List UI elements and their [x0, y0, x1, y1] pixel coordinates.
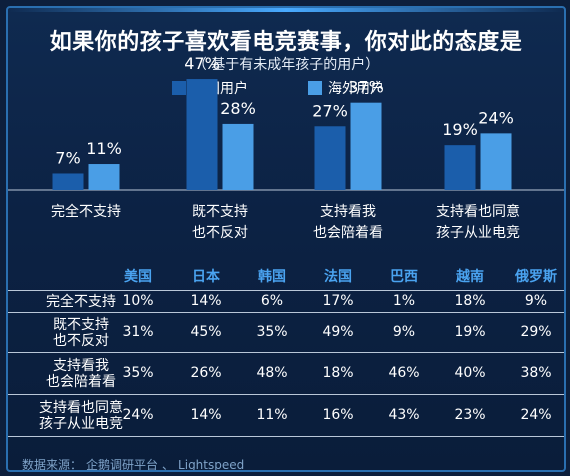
data-label-china-3: 19%	[442, 120, 478, 139]
source-prefix: 数据来源：	[22, 458, 83, 472]
table-cell: 40%	[454, 365, 486, 381]
table-cell: 35%	[256, 324, 288, 340]
table-cell: 9%	[524, 293, 548, 309]
category-label-2-line-0: 支持看我	[320, 204, 376, 220]
bar-china-2	[314, 126, 346, 190]
row-label-line: 完全不支持	[46, 294, 116, 310]
table-row: 支持看我 也会陪着看 35% 26% 48% 18% 46% 40% 38%	[8, 352, 564, 395]
table-cell: 38%	[520, 365, 552, 381]
category-label-3-line-1: 孩子从业电竞	[436, 224, 520, 241]
row-label-1: 既不支持 也不反对	[16, 317, 146, 349]
country-header-2: 韩国	[258, 269, 286, 285]
table-cell: 14%	[190, 407, 222, 423]
table-cell: 16%	[322, 407, 354, 423]
category-label-1-line-1: 也不反对	[192, 225, 248, 241]
row-label-line: 也不反对	[53, 333, 109, 349]
legend-swatch-china	[172, 81, 186, 95]
table-cell: 48%	[256, 365, 288, 381]
table-cell: 14%	[190, 293, 222, 309]
chart-title: 如果你的孩子喜欢看电竞赛事，你对此的态度是	[49, 30, 523, 55]
table-bottom-border	[8, 436, 564, 437]
table-cell: 49%	[322, 324, 354, 340]
table-cell: 18%	[322, 365, 354, 381]
table-cell: 43%	[388, 407, 420, 423]
country-header-6: 俄罗斯	[515, 269, 557, 285]
bar-china-1	[186, 79, 218, 190]
table-cell: 19%	[454, 324, 486, 340]
bar-overseas-1	[222, 123, 254, 190]
legend-label-overseas: 海外用户	[328, 81, 384, 97]
table-cell: 11%	[256, 407, 288, 423]
source-separator: 、	[162, 458, 175, 472]
data-label-overseas-2: 37%	[348, 78, 384, 97]
legend-swatch-overseas	[308, 81, 322, 95]
data-label-overseas-1: 28%	[220, 99, 256, 118]
bar-china-3	[444, 145, 476, 190]
data-label-china-1: 47%	[184, 54, 220, 73]
chart-frame: 如果你的孩子喜欢看电竞赛事，你对此的态度是 （ 基于有未成年孩子的用户） 中国用…	[6, 6, 566, 472]
category-label-3-line-0: 支持看也同意	[436, 203, 520, 220]
table-cell: 1%	[392, 293, 416, 309]
row-label-line: 既不支持	[53, 317, 109, 333]
country-header-4: 巴西	[390, 269, 418, 285]
source-name-2: Lightspeed	[178, 458, 245, 472]
table-cell: 6%	[260, 293, 284, 309]
table-cell: 10%	[122, 293, 154, 309]
row-label-0: 完全不支持	[16, 294, 146, 310]
country-header-3: 法国	[324, 269, 352, 285]
data-source: 数据来源： 企鹅调研平台、 Lightspeed	[22, 456, 248, 472]
country-header-1: 日本	[192, 269, 220, 285]
table-cell: 18%	[454, 293, 486, 309]
category-label-0-line-0: 完全不支持	[51, 203, 121, 220]
chart-subtitle: （ 基于有未成年孩子的用户）	[192, 57, 380, 73]
table-cell: 26%	[190, 365, 222, 381]
table-cell: 23%	[454, 407, 486, 423]
bar-overseas-0	[88, 164, 120, 190]
row-label-line: 也会陪着看	[46, 374, 116, 390]
table-cell: 46%	[388, 365, 420, 381]
bar-overseas-2	[350, 102, 382, 190]
row-label-2: 支持看我 也会陪着看	[16, 358, 146, 390]
category-label-2-line-1: 也会陪着看	[313, 225, 383, 241]
bar-overseas-3	[480, 133, 512, 190]
table-row: 完全不支持 10% 14% 6% 17% 1% 18% 9%	[8, 290, 564, 313]
legend-item-overseas: 海外用户	[308, 78, 384, 98]
row-label-3: 支持看也同意 孩子从业电竞	[16, 400, 146, 432]
table-cell: 24%	[520, 407, 552, 423]
data-label-china-0: 7%	[55, 148, 80, 167]
table-cell: 9%	[392, 324, 416, 340]
data-label-overseas-0: 11%	[86, 139, 122, 158]
country-header-0: 美国	[124, 269, 152, 285]
table-row: 既不支持 也不反对 31% 45% 35% 49% 9% 19% 29%	[8, 312, 564, 353]
table-cell: 35%	[122, 365, 154, 381]
row-label-line: 支持看我	[53, 358, 109, 374]
data-label-overseas-3: 24%	[478, 108, 514, 127]
row-label-line: 支持看也同意	[39, 400, 123, 416]
table-cell: 29%	[520, 324, 552, 340]
source-name-1: 企鹅调研平台	[86, 458, 159, 472]
table-cell: 31%	[122, 324, 154, 340]
category-label-1-line-0: 既不支持	[192, 204, 248, 220]
data-label-china-2: 27%	[312, 101, 348, 120]
table-cell: 24%	[122, 407, 154, 423]
row-label-line: 孩子从业电竞	[39, 416, 123, 432]
table-cell: 17%	[322, 293, 354, 309]
bar-china-0	[52, 173, 84, 190]
table-row: 支持看也同意 孩子从业电竞 24% 14% 11% 16% 43% 23% 24%	[8, 394, 564, 437]
country-header-5: 越南	[456, 269, 484, 285]
table-cell: 45%	[190, 324, 222, 340]
